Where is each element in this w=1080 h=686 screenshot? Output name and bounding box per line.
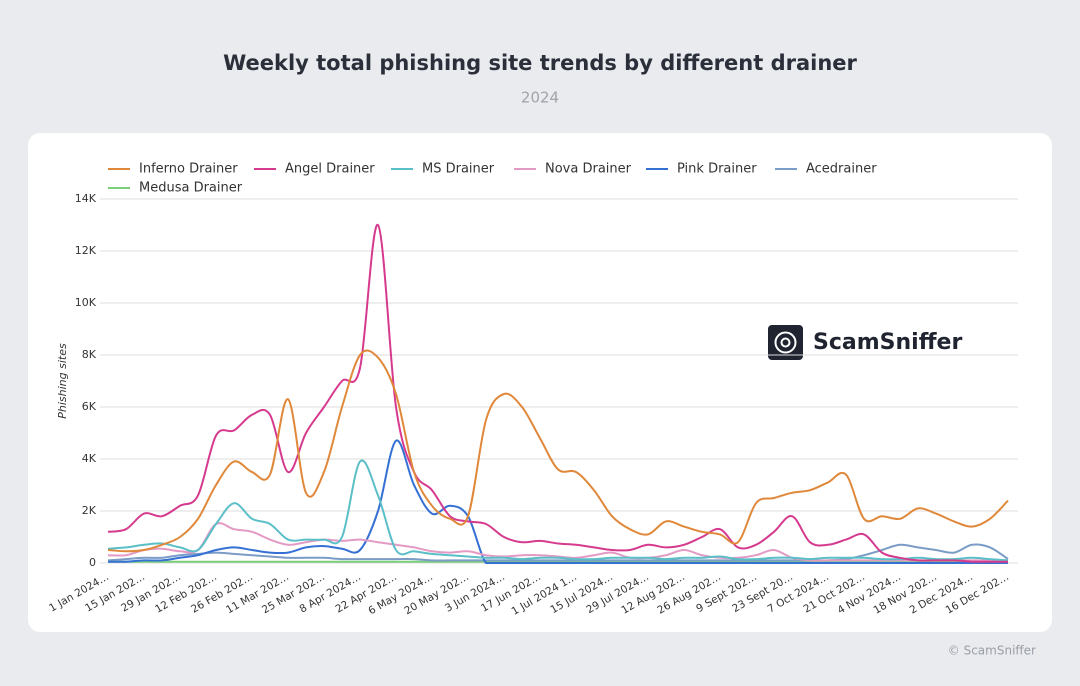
y-tick-label: 6K — [82, 400, 97, 413]
card — [28, 133, 1052, 632]
data-line — [107, 349, 1009, 553]
watermark: ScamSniffer — [813, 330, 962, 355]
data-line — [107, 522, 1008, 562]
data-line — [107, 543, 1009, 562]
y-tick-label: 14K — [75, 192, 97, 205]
y-axis-label: Phishing sites — [56, 343, 69, 419]
legend-label: Pink Drainer — [677, 162, 757, 177]
chart-title: Weekly total phishing site trends by dif… — [223, 51, 857, 75]
legend-label: Medusa Drainer — [139, 181, 243, 196]
y-tick-label: 2K — [82, 504, 97, 517]
legend-label: Nova Drainer — [545, 162, 632, 177]
data-line — [107, 439, 1008, 565]
legend-label: Angel Drainer — [285, 162, 375, 177]
y-tick-label: 8K — [82, 348, 97, 361]
legend-label: Inferno Drainer — [139, 162, 238, 177]
legend-label: MS Drainer — [422, 162, 495, 177]
legend-label: Acedrainer — [806, 162, 877, 177]
watermark-logo — [768, 325, 803, 360]
data-line — [107, 223, 1008, 563]
chart-subtitle: 2024 — [521, 89, 559, 107]
y-tick-label: 10K — [75, 296, 97, 309]
y-tick-label: 12K — [75, 244, 97, 257]
data-line — [107, 459, 1009, 562]
footer: © ScamSniffer — [948, 644, 1036, 658]
y-tick-label: 0 — [89, 556, 96, 569]
y-tick-label: 4K — [82, 452, 97, 465]
